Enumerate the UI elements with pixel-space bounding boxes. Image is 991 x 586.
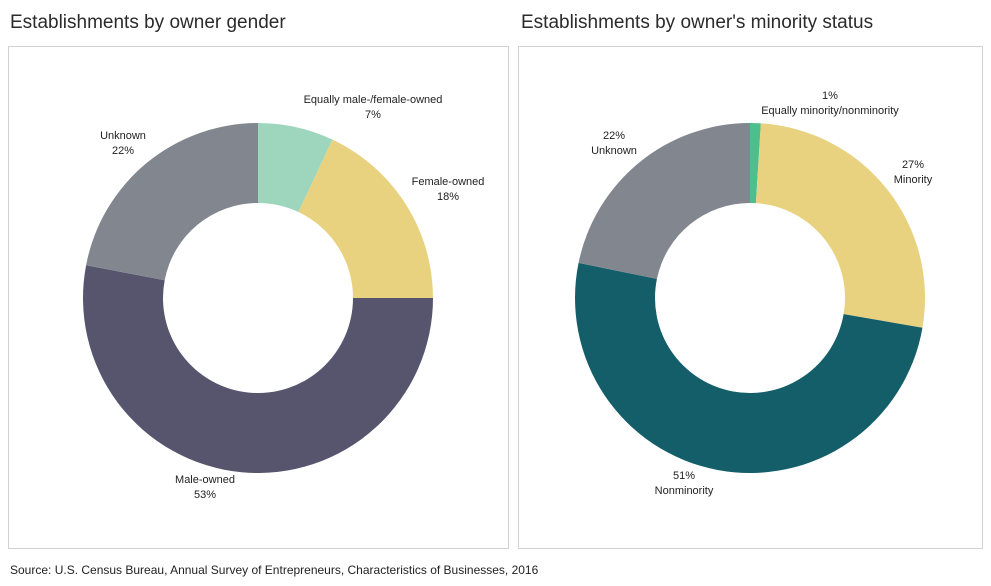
slice-label-male-owned: 53% — [194, 489, 216, 501]
chart-title-minority: Establishments by owner's minority statu… — [521, 12, 874, 33]
slice-name-unknown: Unknown — [100, 130, 146, 142]
slice-label-nonminority: 51% — [673, 470, 695, 482]
slice-label-female-owned: 18% — [437, 191, 459, 203]
slice-name-female-owned: Female-owned — [412, 176, 485, 188]
donut-chart-minority: 1% Equally minority/nonminority 27% Minorit… — [575, 90, 933, 497]
slice-minority — [755, 123, 925, 328]
slice-male-owned — [83, 265, 433, 474]
slice-label-equally-male-female-owned: 7% — [365, 109, 381, 121]
slice-label-minority: 27% — [902, 159, 924, 171]
donut-chart-gender: Equally male-/female-owned 7% Female-owned… — [83, 94, 485, 501]
slice-female-owned — [298, 139, 433, 298]
slice-equally-male-female-owned — [258, 123, 333, 213]
slice-unknown — [86, 122, 258, 281]
slice-nonminority — [575, 262, 923, 473]
chart-panel-gender: Equally male-/female-owned 7% Female-owned… — [8, 46, 509, 549]
slice-name-unknown: Unknown — [591, 145, 637, 157]
slice-name-minority: Minority — [894, 174, 933, 186]
slice-name-equally-male-female-owned: Equally male-/female-owned — [304, 94, 443, 106]
chart-panel-minority: 1% Equally minority/nonminority 27% Minorit… — [518, 46, 983, 549]
chart-title-gender: Establishments by owner gender — [10, 12, 286, 33]
slice-unknown — [578, 123, 750, 279]
slice-label-equally-minority-nonminority: 1% — [822, 90, 838, 102]
slice-equally-minority-nonminority — [750, 123, 761, 204]
slice-label-unknown: 22% — [603, 130, 625, 142]
source-note: Source: U.S. Census Bureau, Annual Surve… — [10, 563, 539, 577]
slice-name-equally-minority-nonminority: Equally minority/nonminority — [761, 105, 899, 117]
slice-name-nonminority: Nonminority — [655, 485, 714, 497]
slice-label-unknown: 22% — [112, 145, 134, 157]
slice-name-male-owned: Male-owned — [175, 474, 235, 486]
